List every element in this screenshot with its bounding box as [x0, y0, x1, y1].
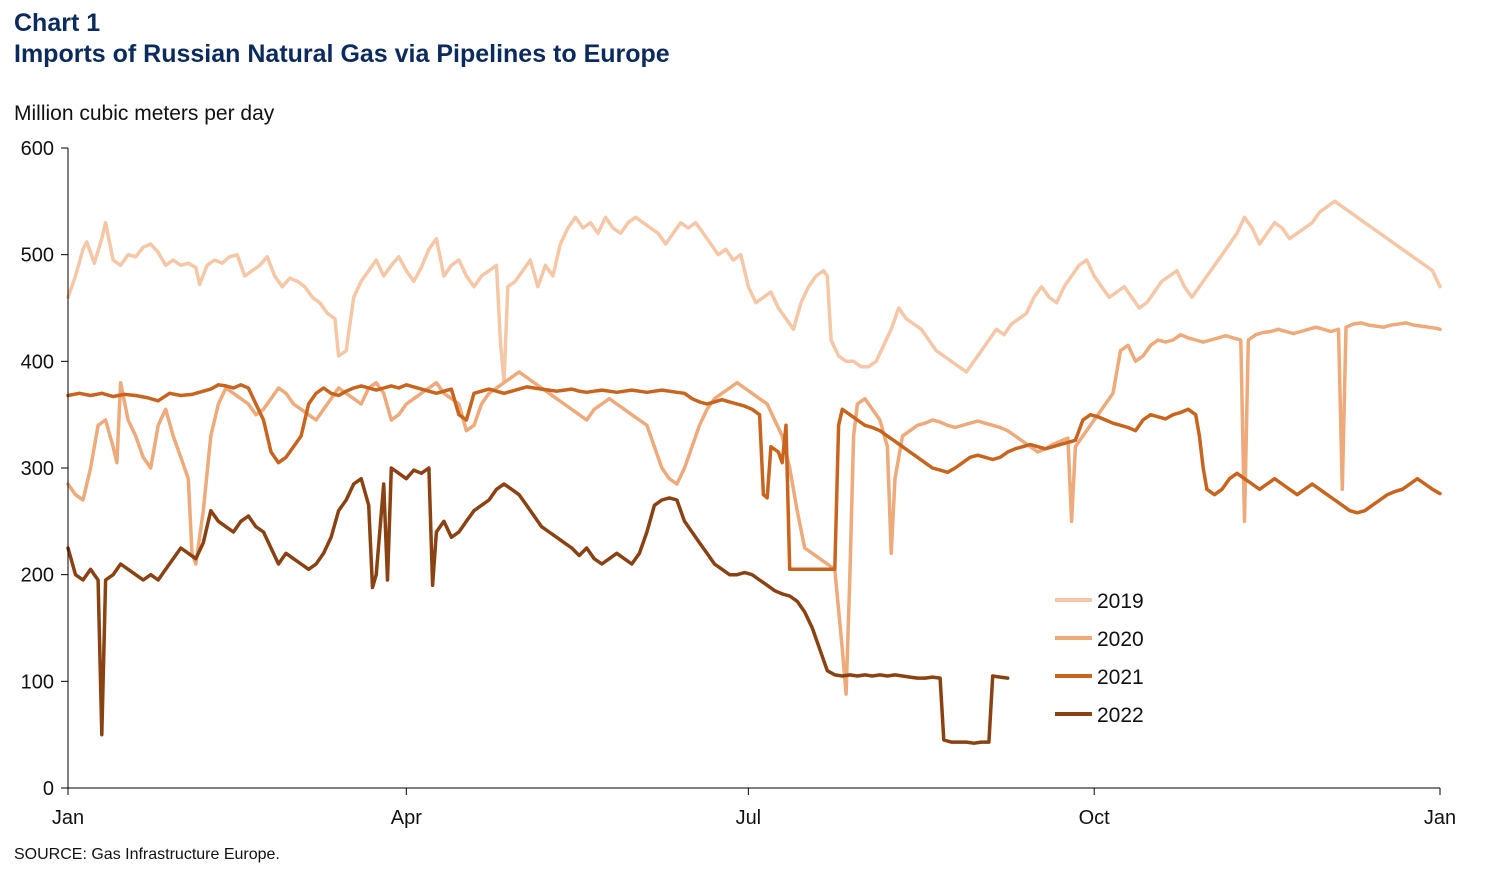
chart-title-block: Chart 1 Imports of Russian Natural Gas v…: [14, 8, 670, 70]
y-tick-label: 100: [21, 671, 54, 693]
series-line-2021: [66, 383, 1442, 572]
series-line-2020: [66, 321, 1442, 696]
chart-number: Chart 1: [14, 9, 101, 37]
chart-title: Imports of Russian Natural Gas via Pipel…: [14, 40, 670, 68]
legend-label-2022: 2022: [1097, 704, 1144, 727]
y-tick-label: 500: [21, 245, 54, 267]
x-tick-label: Oct: [1079, 807, 1111, 829]
x-tick-label: Jan: [1424, 807, 1456, 829]
source-note: SOURCE: Gas Infrastructure Europe.: [14, 846, 280, 863]
y-tick-label: 200: [21, 565, 54, 587]
x-tick-label: Jul: [736, 807, 762, 829]
y-axis-label: Million cubic meters per day: [14, 102, 275, 125]
y-tick-label: 400: [21, 351, 54, 373]
x-tick-label: Jan: [52, 807, 84, 829]
y-tick-label: 300: [21, 458, 54, 480]
y-tick-label: 0: [43, 778, 54, 800]
series-line-2022: [66, 466, 1010, 745]
series-line-2019: [66, 199, 1442, 385]
legend-label-2020: 2020: [1097, 628, 1144, 651]
y-tick-label: 600: [21, 138, 54, 160]
legend-label-2019: 2019: [1097, 590, 1144, 613]
legend-label-2021: 2021: [1097, 666, 1144, 689]
x-tick-label: Apr: [391, 807, 422, 829]
